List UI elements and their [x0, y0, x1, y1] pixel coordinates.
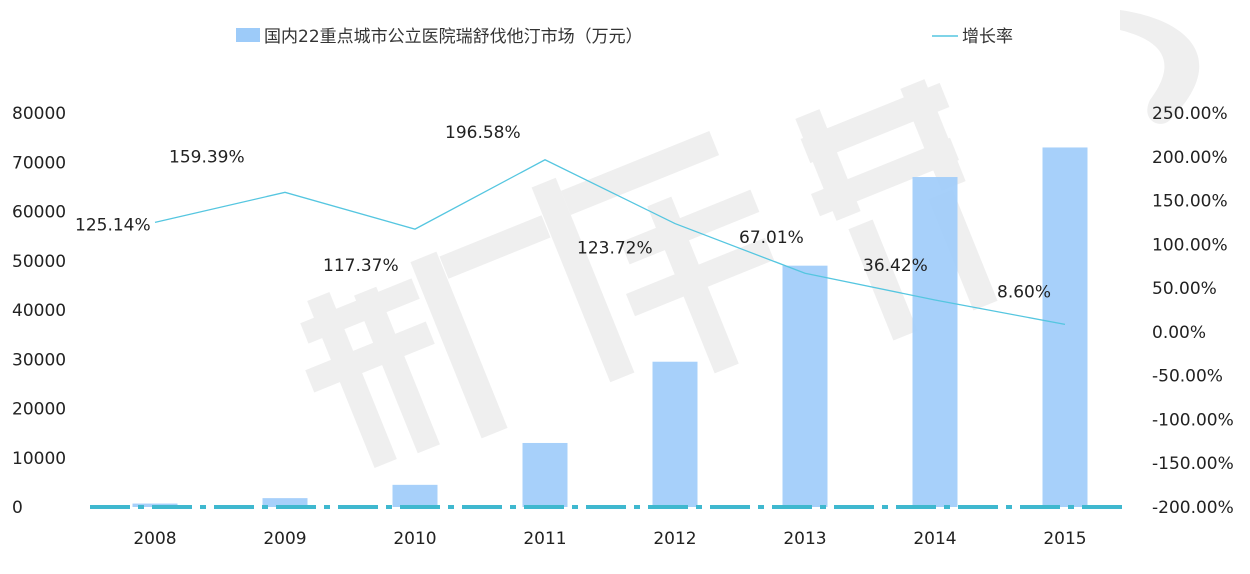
x-axis-tick-label: 2009 [263, 529, 306, 549]
growth-data-label: 123.72% [577, 239, 653, 259]
growth-data-label: 196.58% [445, 123, 521, 143]
watermark [300, 10, 1200, 468]
growth-data-label: 125.14% [75, 215, 151, 235]
x-axis-tick-label: 2012 [653, 529, 696, 549]
left-axis-tick-label: 10000 [12, 449, 66, 469]
left-axis-tick-label: 70000 [12, 153, 66, 173]
growth-line-series [154, 159, 1066, 325]
left-axis-tick-label: 50000 [12, 252, 66, 272]
right-axis-tick-label: -150.00% [1152, 454, 1234, 474]
x-axis-tick-label: 2008 [133, 529, 176, 549]
right-axis-tick-label: -200.00% [1152, 498, 1234, 518]
bar-2014 [912, 177, 958, 507]
right-axis-tick-label: -100.00% [1152, 410, 1234, 430]
left-axis-tick-label: 40000 [12, 301, 66, 321]
left-axis-tick-label: 30000 [12, 350, 66, 370]
bar-series [132, 147, 1088, 507]
right-axis-tick-label: -50.00% [1152, 367, 1223, 387]
growth-data-label: 36.42% [863, 256, 928, 276]
growth-data-label: 67.01% [739, 228, 804, 248]
growth-line [154, 159, 1066, 325]
left-axis-tick-label: 80000 [12, 104, 66, 124]
growth-data-labels: 125.14% 159.39% 117.37% 196.58% 123.72% 67.01… [75, 123, 1051, 303]
x-axis-tick-label: 2013 [783, 529, 826, 549]
legend-line-label: 增长率 [962, 27, 1013, 47]
growth-data-label: 117.37% [323, 256, 399, 276]
right-axis: -200.00% -150.00% -100.00% -50.00% 0.00% 50.0… [1152, 104, 1234, 518]
legend-bar-swatch [236, 28, 260, 42]
right-axis-tick-label: 150.00% [1152, 192, 1228, 212]
right-axis-tick-label: 0.00% [1152, 323, 1206, 343]
right-axis-tick-label: 50.00% [1152, 279, 1217, 299]
bar-2011 [522, 442, 568, 507]
x-axis-tick-label: 2010 [393, 529, 436, 549]
bar-2009 [262, 498, 308, 507]
left-axis: 0 10000 20000 30000 40000 50000 60000 70000 8000… [12, 104, 66, 518]
right-axis-tick-label: 250.00% [1152, 104, 1228, 124]
bar-2013 [782, 265, 828, 507]
bar-2015 [1042, 147, 1088, 507]
left-axis-tick-label: 20000 [12, 400, 66, 420]
growth-data-label: 8.60% [997, 282, 1051, 302]
x-axis: 2008 2009 2010 2011 2012 2013 2014 2015 [133, 529, 1086, 549]
legend: 国内22重点城市公立医院瑞舒伐他汀市场（万元） 增长率 [236, 27, 1013, 47]
x-axis-tick-label: 2015 [1043, 529, 1086, 549]
right-axis-tick-label: 200.00% [1152, 148, 1228, 168]
growth-data-label: 159.39% [169, 147, 245, 167]
x-axis-tick-label: 2014 [913, 529, 956, 549]
left-axis-tick-label: 0 [12, 498, 23, 518]
right-axis-tick-label: 100.00% [1152, 235, 1228, 255]
bar-2010 [392, 484, 438, 507]
x-axis-tick-label: 2011 [523, 529, 566, 549]
left-axis-tick-label: 60000 [12, 203, 66, 223]
legend-bar-label: 国内22重点城市公立医院瑞舒伐他汀市场（万元） [264, 27, 643, 47]
bar-2012 [652, 361, 698, 507]
